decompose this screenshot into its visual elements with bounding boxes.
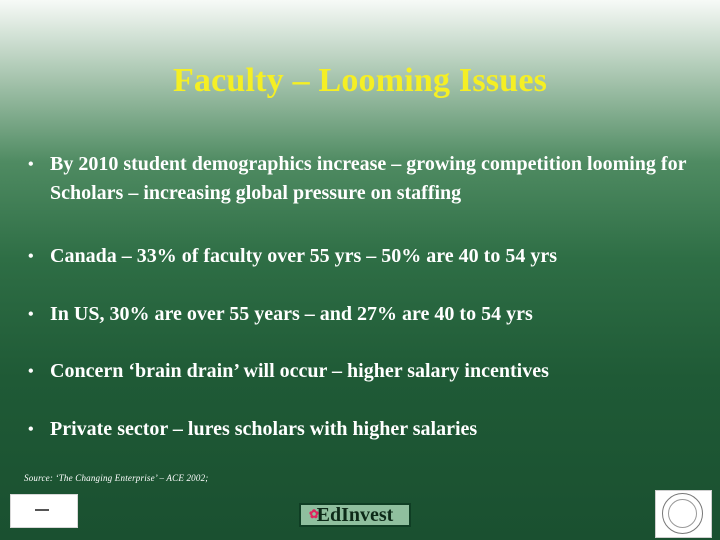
flower-icon: ✿ (309, 507, 320, 521)
seal-outer-ring (662, 493, 703, 534)
left-logo-mark (35, 509, 49, 511)
bullet-text: Private sector – lures scholars with hig… (50, 418, 478, 440)
edinvest-logo: ✿ EdInvest (299, 503, 411, 527)
seal-inner-ring (668, 499, 697, 528)
bullet-item-canada: • Canada – 33% of faculty over 55 yrs – … (28, 242, 557, 271)
bullet-marker: • (28, 363, 34, 380)
edinvest-logo-text: EdInvest (316, 504, 394, 526)
left-logo (10, 494, 78, 528)
bullet-text: By 2010 student demographics increase – … (50, 153, 687, 204)
bullet-text: Canada – 33% of faculty over 55 yrs – 50… (50, 245, 557, 267)
bullet-item-us: • In US, 30% are over 55 years – and 27%… (28, 300, 533, 329)
bullet-text: Concern ‘brain drain’ will occur – highe… (50, 360, 549, 382)
bullet-item-demographics: • By 2010 student demographics increase … (28, 150, 700, 208)
bullet-item-private-sector: • Private sector – lures scholars with h… (28, 415, 477, 444)
bullet-item-brain-drain: • Concern ‘brain drain’ will occur – hig… (28, 357, 549, 386)
bullet-marker: • (28, 421, 34, 438)
bullet-marker: • (28, 156, 34, 173)
world-bank-seal-logo (655, 490, 712, 538)
bullet-text: In US, 30% are over 55 years – and 27% a… (50, 303, 533, 325)
bullet-marker: • (28, 306, 34, 323)
slide-title: Faculty – Looming Issues (172, 62, 548, 99)
source-citation: Source: ‘The Changing Enterprise’ – ACE … (24, 473, 209, 483)
bullet-marker: • (28, 248, 34, 265)
